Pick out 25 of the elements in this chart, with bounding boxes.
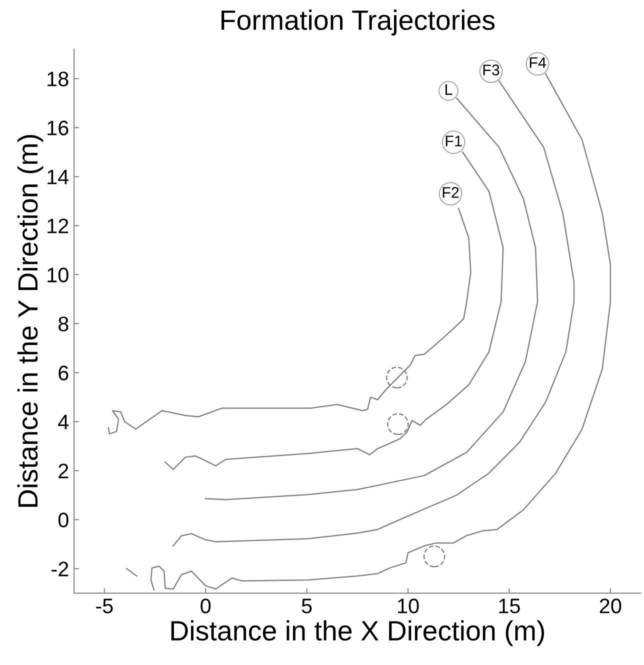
y-tick-label: 4 (58, 414, 69, 430)
y-tick-label: 12 (48, 218, 68, 234)
y-tick-label: 8 (58, 316, 68, 332)
y-tick-label: 18 (48, 72, 68, 86)
y-tick-label: 2 (58, 464, 68, 478)
y-tick-label: 6 (58, 366, 68, 380)
y-tick-label: -2 (52, 562, 68, 576)
x-tick-label: 5 (302, 598, 312, 614)
chart-title: Formation Trajectories (222, 10, 495, 36)
y-tick-label: 0 (58, 512, 68, 528)
x-tick-label: 0 (200, 598, 211, 614)
annotation: F3 (483, 64, 500, 76)
annotation: F2 (442, 187, 459, 198)
annotation: L (446, 84, 452, 95)
x-tick-label: -5 (96, 598, 113, 614)
y-tick-label: 14 (48, 170, 69, 184)
x-tick-label: 15 (499, 598, 520, 614)
annotation: F4 (530, 57, 546, 68)
y-tick-label: 16 (48, 120, 68, 136)
x-tick-label: 10 (398, 598, 419, 614)
x-tick-label: 20 (600, 598, 622, 614)
y-axis-title: Distance in the Y Direction (m) (17, 135, 44, 507)
annotation: F1 (446, 136, 462, 146)
y-tick-label: 10 (48, 268, 68, 282)
x-axis-title: Distance in the X Direction (m) (171, 620, 544, 646)
